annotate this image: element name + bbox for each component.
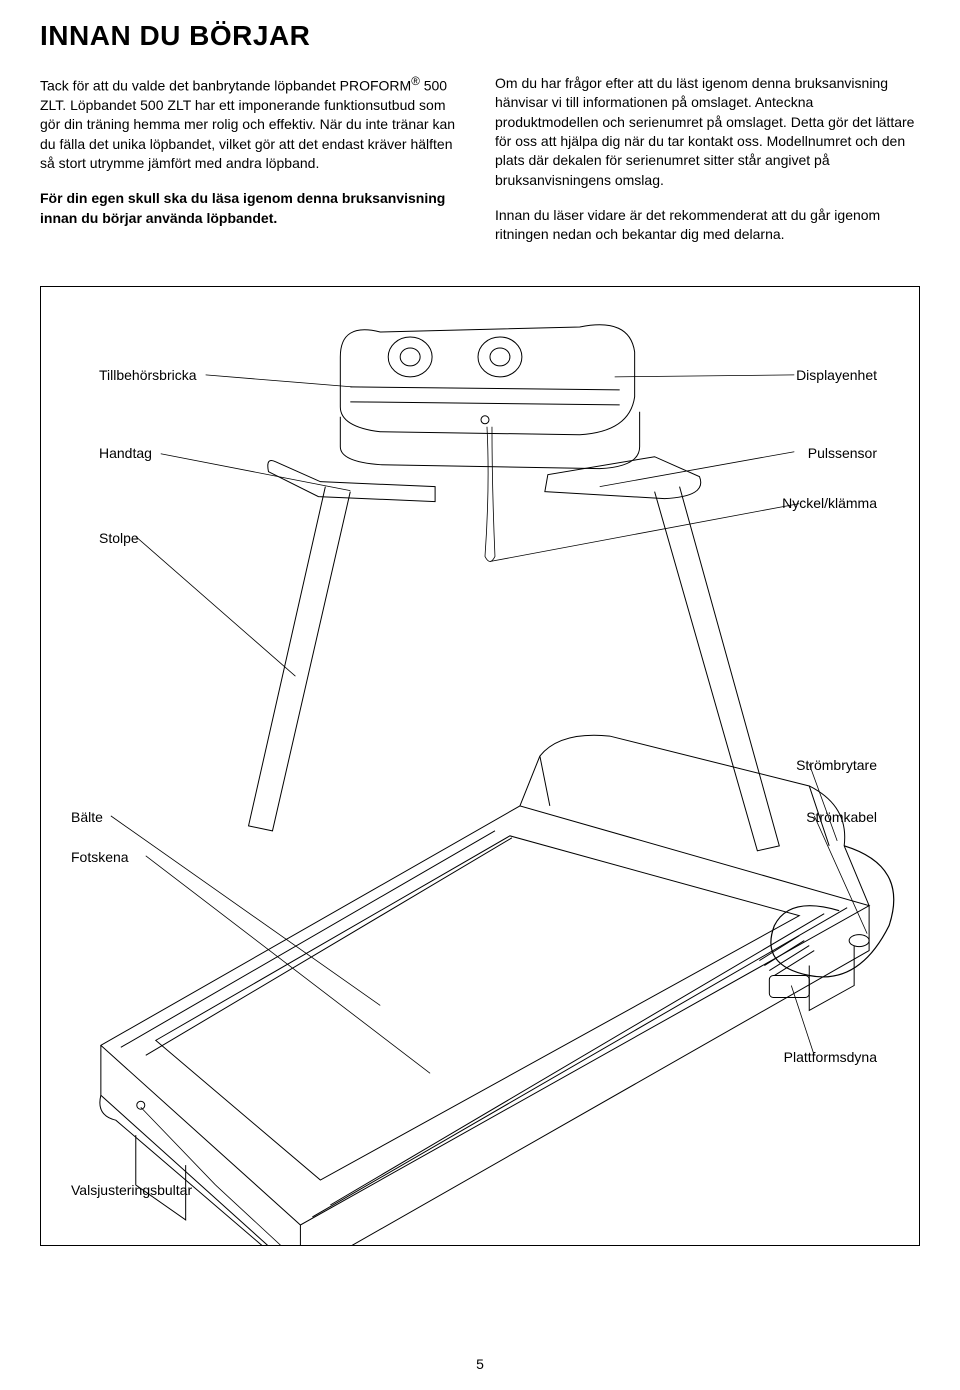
diagram-container: Tillbehörsbricka Handtag Stolpe Bälte Fo… — [40, 286, 920, 1246]
page-number: 5 — [476, 1356, 484, 1372]
label-balte: Bälte — [71, 809, 103, 825]
label-fotskena: Fotskena — [71, 849, 129, 865]
left-paragraph-1: Tack för att du valde det banbrytande lö… — [40, 74, 465, 173]
label-pulssensor: Pulssensor — [808, 445, 877, 461]
label-tillbehorsbricka: Tillbehörsbricka — [99, 367, 197, 383]
right-paragraph-1: Om du har frågor efter att du läst igeno… — [495, 74, 920, 190]
right-column: Om du har frågor efter att du läst igeno… — [495, 74, 920, 261]
label-displayenhet: Displayenhet — [796, 367, 877, 383]
right-paragraph-2: Innan du läser vidare är det rekommender… — [495, 206, 920, 245]
treadmill-diagram — [41, 287, 919, 1245]
label-nyckelklamma: Nyckel/klämma — [782, 495, 877, 511]
label-strombrytare: Strömbrytare — [796, 757, 877, 773]
label-valsjusteringsbultar: Valsjusteringsbultar — [71, 1182, 192, 1198]
registered-mark: ® — [411, 75, 420, 88]
page-title: INNAN DU BÖRJAR — [40, 20, 920, 52]
left-p1-a: Tack för att du valde det banbrytande lö… — [40, 78, 411, 94]
label-stromkabel: Strömkabel — [806, 809, 877, 825]
label-stolpe: Stolpe — [99, 530, 139, 546]
label-plattformsdyna: Plattformsdyna — [784, 1049, 877, 1065]
left-column: Tack för att du valde det banbrytande lö… — [40, 74, 465, 261]
label-handtag: Handtag — [99, 445, 152, 461]
left-paragraph-2: För din egen skull ska du läsa igenom de… — [40, 189, 465, 228]
text-columns: Tack för att du valde det banbrytande lö… — [40, 74, 920, 261]
